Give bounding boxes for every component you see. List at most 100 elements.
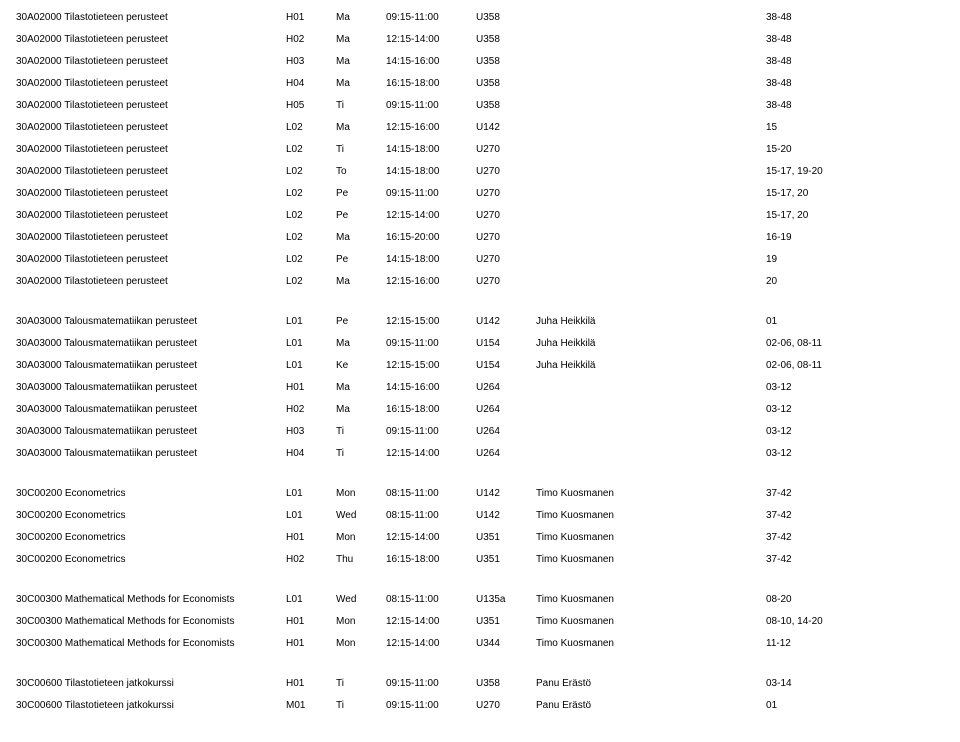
cell-group: L02 xyxy=(286,188,336,200)
cell-group: L02 xyxy=(286,144,336,156)
cell-course: 30A03000 Talousmatematiikan perusteet xyxy=(16,448,286,460)
cell-course: 30A03000 Talousmatematiikan perusteet xyxy=(16,426,286,438)
cell-day: Mon xyxy=(336,616,386,628)
cell-course: 30A02000 Tilastotieteen perusteet xyxy=(16,210,286,222)
cell-room: U154 xyxy=(476,360,536,372)
cell-room: U270 xyxy=(476,188,536,200)
cell-weeks: 38-48 xyxy=(766,12,944,24)
schedule-row: 30C00200 EconometricsL01Wed08:15-11:00U1… xyxy=(16,510,944,522)
cell-room: U358 xyxy=(476,56,536,68)
schedule-row: 30A02000 Tilastotieteen perusteetL02Ma16… xyxy=(16,232,944,244)
cell-course: 30A02000 Tilastotieteen perusteet xyxy=(16,188,286,200)
cell-room: U344 xyxy=(476,638,536,650)
cell-time: 12:15-14:00 xyxy=(386,210,476,222)
cell-time: 12:15-14:00 xyxy=(386,616,476,628)
cell-course: 30C00200 Econometrics xyxy=(16,510,286,522)
cell-weeks: 11-12 xyxy=(766,638,944,650)
cell-group: H01 xyxy=(286,382,336,394)
cell-room: U142 xyxy=(476,316,536,328)
cell-course: 30C00600 Tilastotieteen jatkokurssi xyxy=(16,678,286,690)
cell-course: 30A02000 Tilastotieteen perusteet xyxy=(16,78,286,90)
cell-group: H01 xyxy=(286,532,336,544)
cell-group: H05 xyxy=(286,100,336,112)
cell-group: L01 xyxy=(286,360,336,372)
cell-time: 09:15-11:00 xyxy=(386,12,476,24)
cell-day: Ti xyxy=(336,100,386,112)
cell-time: 14:15-16:00 xyxy=(386,56,476,68)
cell-course: 30A02000 Tilastotieteen perusteet xyxy=(16,34,286,46)
cell-time: 08:15-11:00 xyxy=(386,488,476,500)
cell-time: 14:15-18:00 xyxy=(386,254,476,266)
cell-weeks: 01 xyxy=(766,316,944,328)
cell-time: 12:15-14:00 xyxy=(386,638,476,650)
cell-room: U270 xyxy=(476,276,536,288)
cell-weeks: 03-12 xyxy=(766,448,944,460)
cell-group: L01 xyxy=(286,594,336,606)
cell-room: U142 xyxy=(476,510,536,522)
cell-teacher: Timo Kuosmanen xyxy=(536,638,766,650)
cell-teacher xyxy=(536,448,766,460)
cell-day: To xyxy=(336,166,386,178)
schedule-row: 30C00600 Tilastotieteen jatkokurssiH01Ti… xyxy=(16,678,944,690)
block-gap xyxy=(16,576,944,594)
cell-time: 16:15-18:00 xyxy=(386,78,476,90)
cell-teacher: Juha Heikkilä xyxy=(536,360,766,372)
schedule-row: 30A03000 Talousmatematiikan perusteetL01… xyxy=(16,360,944,372)
schedule-row: 30A02000 Tilastotieteen perusteetL02Ma12… xyxy=(16,122,944,134)
cell-time: 09:15-11:00 xyxy=(386,700,476,712)
cell-group: L01 xyxy=(286,488,336,500)
block-gap xyxy=(16,660,944,678)
cell-day: Pe xyxy=(336,254,386,266)
cell-room: U270 xyxy=(476,254,536,266)
block-gap xyxy=(16,470,944,488)
cell-teacher xyxy=(536,232,766,244)
cell-course: 30A02000 Tilastotieteen perusteet xyxy=(16,100,286,112)
cell-day: Ma xyxy=(336,56,386,68)
cell-day: Pe xyxy=(336,188,386,200)
cell-room: U154 xyxy=(476,338,536,350)
schedule-row: 30A02000 Tilastotieteen perusteetL02Ti14… xyxy=(16,144,944,156)
cell-group: L02 xyxy=(286,232,336,244)
cell-time: 12:15-14:00 xyxy=(386,532,476,544)
cell-time: 09:15-11:00 xyxy=(386,338,476,350)
cell-teacher: Timo Kuosmanen xyxy=(536,532,766,544)
cell-day: Mon xyxy=(336,488,386,500)
cell-teacher: Juha Heikkilä xyxy=(536,316,766,328)
cell-room: U142 xyxy=(476,122,536,134)
cell-teacher xyxy=(536,122,766,134)
cell-room: U351 xyxy=(476,616,536,628)
cell-day: Ti xyxy=(336,678,386,690)
cell-course: 30A02000 Tilastotieteen perusteet xyxy=(16,12,286,24)
cell-time: 08:15-11:00 xyxy=(386,510,476,522)
cell-day: Ti xyxy=(336,700,386,712)
cell-teacher xyxy=(536,166,766,178)
cell-room: U358 xyxy=(476,34,536,46)
cell-teacher xyxy=(536,404,766,416)
cell-teacher xyxy=(536,188,766,200)
schedule-row: 30A03000 Talousmatematiikan perusteetH03… xyxy=(16,426,944,438)
cell-day: Ma xyxy=(336,276,386,288)
cell-day: Thu xyxy=(336,554,386,566)
cell-time: 14:15-18:00 xyxy=(386,144,476,156)
cell-room: U264 xyxy=(476,404,536,416)
cell-teacher xyxy=(536,100,766,112)
cell-room: U358 xyxy=(476,100,536,112)
cell-teacher xyxy=(536,210,766,222)
cell-weeks: 15 xyxy=(766,122,944,134)
cell-weeks: 37-42 xyxy=(766,488,944,500)
cell-teacher: Timo Kuosmanen xyxy=(536,488,766,500)
cell-weeks: 38-48 xyxy=(766,78,944,90)
cell-room: U351 xyxy=(476,532,536,544)
schedule-row: 30C00200 EconometricsH01Mon12:15-14:00U3… xyxy=(16,532,944,544)
cell-teacher: Panu Erästö xyxy=(536,700,766,712)
cell-group: H02 xyxy=(286,554,336,566)
schedule-row: 30A02000 Tilastotieteen perusteetH01Ma09… xyxy=(16,12,944,24)
cell-weeks: 37-42 xyxy=(766,532,944,544)
cell-day: Pe xyxy=(336,210,386,222)
cell-day: Ma xyxy=(336,122,386,134)
cell-group: L01 xyxy=(286,510,336,522)
cell-teacher xyxy=(536,426,766,438)
cell-group: H01 xyxy=(286,12,336,24)
schedule-table: 30A02000 Tilastotieteen perusteetH01Ma09… xyxy=(16,12,944,712)
cell-teacher xyxy=(536,12,766,24)
